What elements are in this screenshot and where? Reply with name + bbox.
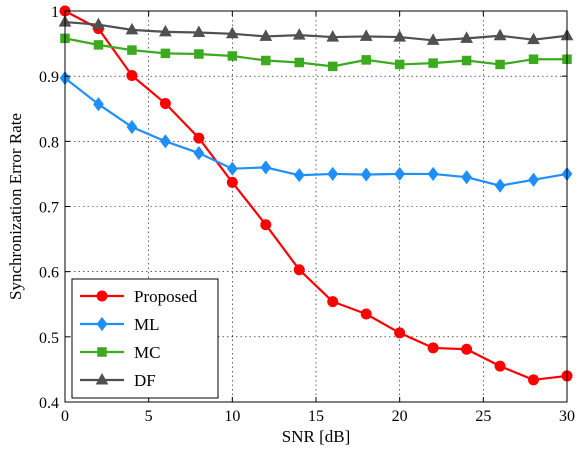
x-tick-label: 0: [61, 408, 69, 425]
y-axis-label: Synchronization Error Rate: [6, 113, 25, 300]
data-point: [292, 28, 306, 40]
data-point: [427, 166, 439, 181]
x-tick-label: 25: [475, 408, 491, 425]
data-point: [528, 172, 539, 187]
data-point: [259, 29, 273, 41]
data-point: [394, 59, 405, 70]
x-tick-label: 10: [224, 408, 240, 425]
data-point: [294, 57, 305, 68]
data-point: [92, 17, 105, 30]
data-point: [126, 70, 138, 82]
y-tick-label: 0.6: [39, 265, 59, 282]
data-point: [159, 98, 171, 110]
data-point: [159, 24, 172, 37]
data-point: [127, 45, 137, 55]
data-point: [427, 342, 439, 354]
data-point: [226, 161, 238, 176]
data-point: [225, 26, 239, 39]
data-point: [494, 178, 506, 193]
y-tick-label: 1: [51, 4, 59, 21]
data-point: [360, 167, 372, 182]
series-df: [58, 15, 574, 45]
data-point: [160, 134, 171, 149]
legend-box: [71, 278, 219, 399]
series-line: [64, 10, 568, 381]
data-point: [428, 58, 438, 68]
legend-marker: [96, 316, 108, 332]
legend-marker: [95, 372, 109, 385]
axis-ticks: 0 5 10 15 20 25 30 0.4 0.5 0.6 0.7 0.8 0.9 1: [39, 4, 575, 425]
series-line: [64, 20, 568, 42]
legend-label: MC: [134, 343, 160, 362]
legend-item: DF: [80, 371, 156, 390]
series-proposed: [59, 5, 573, 386]
series-line: [64, 37, 567, 68]
data-point: [393, 30, 407, 42]
legend-item: MC: [80, 343, 160, 362]
data-point: [461, 343, 473, 355]
x-tick-label: 15: [308, 408, 324, 425]
data-point: [527, 32, 540, 45]
data-point: [460, 31, 473, 43]
data-point: [226, 176, 238, 188]
x-tick-label: 20: [392, 408, 408, 425]
data-point: [394, 166, 406, 181]
data-point: [293, 168, 305, 183]
data-point: [192, 25, 206, 38]
data-point: [126, 119, 138, 135]
data-point: [193, 145, 205, 161]
y-tick-label: 0.4: [39, 395, 59, 412]
series-line: [64, 77, 568, 187]
data-point: [261, 55, 271, 66]
x-tick-label: 30: [559, 408, 575, 425]
data-point: [360, 308, 372, 320]
data-point: [193, 132, 205, 144]
data-point: [260, 160, 272, 175]
y-tick-label: 0.5: [39, 330, 59, 347]
y-tick-label: 0.9: [39, 69, 59, 86]
data-point: [326, 30, 340, 42]
data-point: [528, 54, 539, 64]
x-tick-label: 5: [145, 408, 153, 425]
legend-marker: [96, 290, 108, 302]
y-tick-label: 0.8: [39, 134, 59, 151]
series-layer: [58, 5, 574, 386]
y-tick-label: 0.7: [39, 200, 59, 217]
data-point: [327, 166, 339, 181]
data-point: [495, 59, 505, 70]
data-point: [260, 219, 272, 231]
data-point: [194, 49, 204, 59]
data-point: [227, 51, 238, 61]
data-point: [361, 55, 371, 65]
legend-label: Proposed: [134, 287, 198, 306]
x-axis-label: SNR [dB]: [282, 427, 350, 446]
series-ml: [59, 71, 573, 193]
data-point: [461, 170, 472, 185]
data-point: [327, 296, 339, 308]
data-point: [493, 28, 507, 41]
legend: Proposed ML MC DF: [71, 278, 219, 399]
data-point: [93, 40, 104, 50]
data-point: [494, 360, 506, 372]
data-point: [359, 29, 373, 41]
legend-label: DF: [134, 371, 156, 390]
legend-marker: [97, 347, 107, 357]
data-point: [426, 33, 440, 45]
data-point: [125, 22, 139, 35]
data-point: [93, 97, 104, 112]
legend-item: Proposed: [80, 287, 198, 306]
data-point: [461, 55, 472, 66]
data-point: [293, 264, 305, 276]
data-point: [528, 374, 540, 386]
data-point: [160, 48, 171, 59]
legend-label: ML: [134, 315, 160, 334]
data-point: [394, 327, 406, 339]
data-point: [327, 61, 338, 72]
legend-item: ML: [80, 315, 160, 334]
